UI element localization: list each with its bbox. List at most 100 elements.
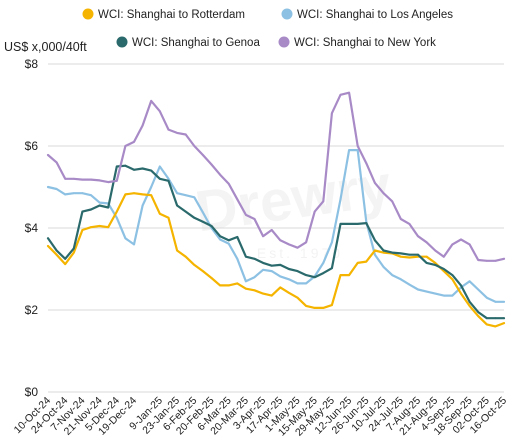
data-point <box>270 294 273 297</box>
data-point <box>107 181 110 184</box>
data-point <box>408 223 411 225</box>
data-point <box>193 145 196 147</box>
x-axis: 10-Oct-2424-Oct-247-Nov-2421-Nov-245-Dec… <box>12 395 510 439</box>
data-point <box>279 264 282 266</box>
data-point <box>322 262 325 264</box>
data-point <box>296 246 299 249</box>
data-point <box>331 267 333 270</box>
data-point <box>141 204 144 207</box>
y-axis: $0 $2 $4 $6 $8 <box>25 57 39 399</box>
data-point <box>202 154 204 156</box>
data-point <box>141 124 144 127</box>
data-point <box>305 305 307 307</box>
data-point <box>227 239 230 242</box>
data-point <box>348 149 350 152</box>
y-tick-label: $0 <box>25 385 39 399</box>
data-point <box>236 282 239 285</box>
data-point <box>279 275 282 278</box>
data-point <box>399 218 402 220</box>
data-point <box>417 288 419 291</box>
data-point <box>313 276 316 279</box>
data-point <box>227 284 230 287</box>
data-point <box>434 264 437 266</box>
data-point <box>365 260 368 263</box>
data-point <box>503 322 505 324</box>
data-point <box>503 257 505 260</box>
data-point <box>348 223 350 225</box>
data-point <box>115 216 118 219</box>
data-point <box>55 249 58 252</box>
legend-marker <box>82 8 94 20</box>
data-point <box>210 225 213 227</box>
data-point <box>485 323 488 326</box>
data-point <box>399 255 402 258</box>
data-point <box>176 249 179 252</box>
data-point <box>176 204 179 207</box>
gridlines <box>48 63 504 393</box>
data-point <box>356 145 359 147</box>
data-point <box>408 256 411 259</box>
data-point <box>434 262 437 264</box>
data-point <box>193 216 196 219</box>
data-point <box>193 264 196 266</box>
data-point <box>210 163 213 166</box>
data-point <box>90 226 92 229</box>
data-point <box>210 277 213 279</box>
legend-label: WCI: Shanghai to Rotterdam <box>98 9 245 21</box>
data-point <box>451 274 454 276</box>
y-tick-label: $6 <box>25 139 39 153</box>
data-point <box>331 304 333 306</box>
data-point <box>167 216 170 219</box>
data-point <box>468 300 471 303</box>
data-point <box>64 193 67 196</box>
data-point <box>133 243 135 246</box>
data-point <box>477 288 480 291</box>
y-tick-label: $8 <box>25 57 39 71</box>
data-point <box>313 307 316 309</box>
data-point <box>270 229 273 231</box>
data-point <box>288 291 290 294</box>
data-point <box>193 196 196 199</box>
legend-item: WCI: Shanghai to Rotterdam <box>82 8 245 21</box>
series-line <box>46 164 506 320</box>
data-point <box>141 167 144 170</box>
data-point <box>382 192 385 195</box>
data-point <box>227 182 230 185</box>
data-point <box>305 241 307 244</box>
data-point <box>253 289 256 292</box>
data-point <box>184 255 187 258</box>
data-point <box>270 264 273 267</box>
data-point <box>90 194 92 197</box>
data-point <box>124 193 127 196</box>
series-2 <box>46 149 506 303</box>
data-point <box>184 133 187 136</box>
data-point <box>124 145 127 147</box>
data-point <box>485 296 488 299</box>
legend-marker <box>281 8 293 20</box>
data-point <box>348 91 350 94</box>
legend-label: WCI: Shanghai to Genoa <box>132 37 260 49</box>
watermark-subtext: Est. 1970 <box>257 245 343 261</box>
data-point <box>81 192 84 195</box>
data-point <box>494 300 497 303</box>
data-point <box>98 201 101 204</box>
data-point <box>253 257 256 260</box>
series-line <box>46 91 506 262</box>
y-tick-label: $4 <box>25 221 39 235</box>
data-point <box>167 177 170 180</box>
data-point <box>408 253 411 256</box>
data-point <box>425 255 428 258</box>
data-point <box>150 194 153 197</box>
data-point <box>339 93 342 96</box>
data-point <box>408 283 411 286</box>
data-point <box>374 253 376 256</box>
data-point <box>262 262 264 264</box>
data-point <box>47 186 49 188</box>
data-point <box>451 243 454 246</box>
data-point <box>219 235 222 238</box>
data-point <box>485 259 488 262</box>
data-point <box>442 294 445 297</box>
data-point <box>47 154 49 156</box>
data-point <box>158 110 161 113</box>
